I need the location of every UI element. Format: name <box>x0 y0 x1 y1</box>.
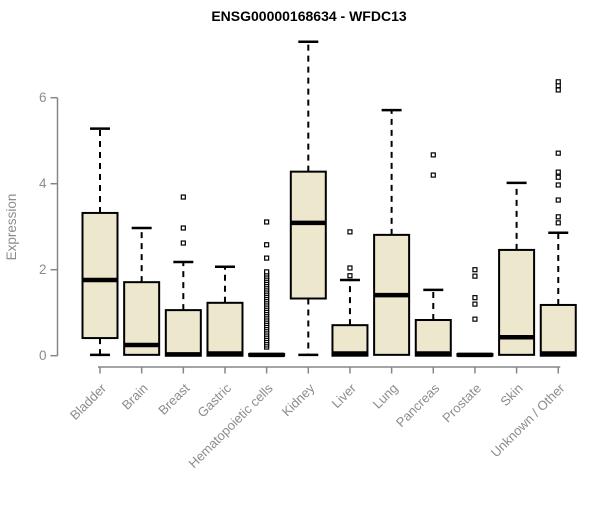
outlier-point <box>430 172 436 178</box>
x-category-label: Kidney <box>279 380 318 419</box>
box-series <box>81 40 577 358</box>
iqr-box <box>331 324 369 357</box>
outlier-point <box>555 87 561 93</box>
outlier-point <box>347 265 353 271</box>
outlier-point <box>264 269 270 275</box>
outlier-point <box>555 220 561 226</box>
outlier-point <box>555 150 561 156</box>
x-category-label: Liver <box>329 380 360 411</box>
outlier-point <box>180 240 186 246</box>
box-lung <box>373 108 411 356</box>
iqr-box <box>289 170 327 300</box>
y-tick-label: 6 <box>39 90 47 105</box>
iqr-box <box>206 301 244 357</box>
outlier-point <box>555 169 561 175</box>
box-kidney <box>289 40 327 357</box>
outlier-point <box>555 174 561 180</box>
outlier-point <box>472 301 478 307</box>
x-category-label: Gastric <box>194 380 234 420</box>
outlier-point <box>555 197 561 203</box>
outlier-point <box>555 214 561 220</box>
y-tick-label: 4 <box>39 176 47 191</box>
outlier-point <box>472 267 478 273</box>
x-category-label: Brain <box>119 381 151 413</box>
outlier-point <box>472 316 478 322</box>
outlier-point <box>555 182 561 188</box>
outlier-point <box>264 255 270 261</box>
outlier-point <box>264 219 270 225</box>
x-category-label: Lung <box>370 381 401 412</box>
x-category-label: Prostate <box>439 381 484 426</box>
x-category-label: Breast <box>155 380 192 417</box>
outlier-point <box>472 273 478 279</box>
iqr-box <box>164 309 202 357</box>
outlier-point <box>180 225 186 231</box>
y-axis-title: Expression <box>4 194 19 261</box>
box-bladder <box>81 127 119 357</box>
y-tick-label: 2 <box>39 262 47 277</box>
x-category-label: Pancreas <box>393 380 443 430</box>
box-pancreas <box>414 152 452 357</box>
outlier-point <box>347 229 353 235</box>
iqr-box <box>414 319 452 357</box>
chart-title: ENSG00000168634 - WFDC13 <box>211 8 407 24</box>
outlier-point <box>180 194 186 200</box>
outlier-point <box>555 79 561 85</box>
box-brain <box>123 226 161 356</box>
iqr-box <box>81 211 119 340</box>
outlier-point <box>264 242 270 248</box>
box-prostate <box>456 267 494 358</box>
outlier-point <box>472 295 478 301</box>
x-category-label: Unknown / Other <box>488 380 568 460</box>
y-tick-label: 0 <box>39 348 47 363</box>
outlier-point <box>347 273 353 279</box>
box-gastric <box>206 265 244 357</box>
box-unknown-other <box>539 79 577 357</box>
box-hematopoietic-cells <box>248 219 286 358</box>
y-axis: 0 2 4 6 <box>39 90 59 363</box>
x-category-label: Skin <box>497 381 525 409</box>
box-breast <box>164 194 202 357</box>
x-category-label: Bladder <box>67 380 110 423</box>
outlier-point <box>430 152 436 158</box>
box-liver <box>331 229 369 357</box>
box-skin <box>498 181 536 356</box>
iqr-box <box>539 303 577 357</box>
